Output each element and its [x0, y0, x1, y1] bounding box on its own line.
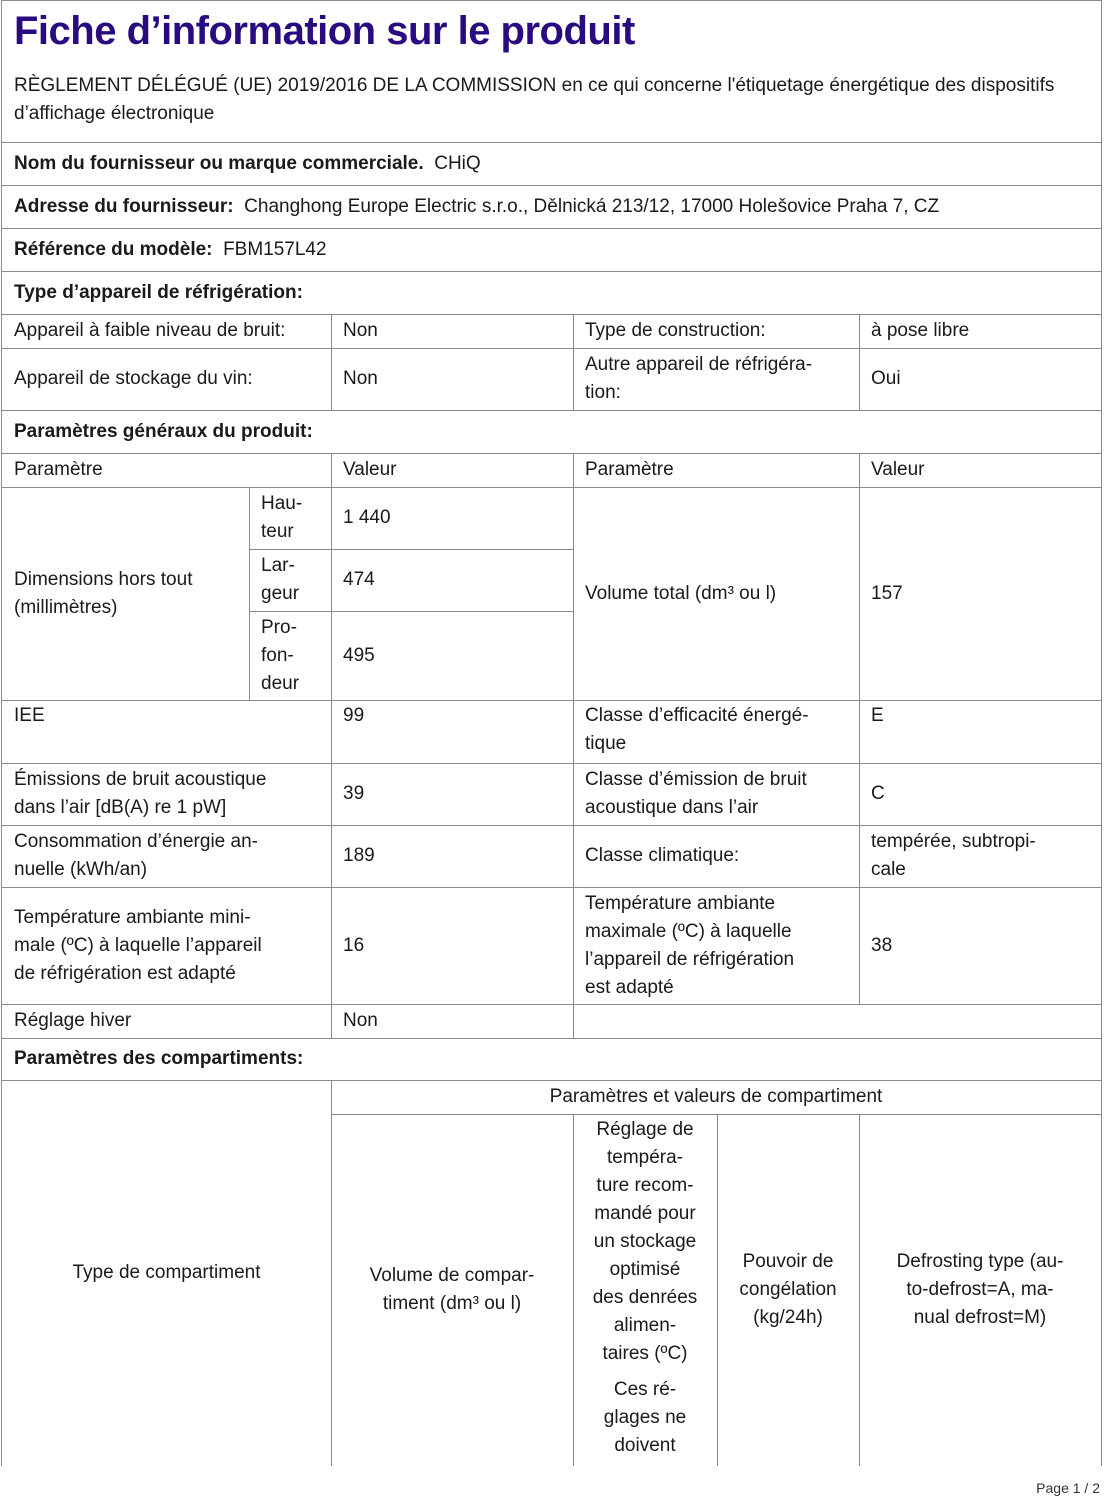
volume-label: Volume total (dm³ ou l) — [573, 487, 860, 701]
supplier-value: CHiQ — [434, 152, 481, 174]
header-block — [2, 0, 1102, 143]
min-temp-label: Température ambiante mini- male (ºC) à l… — [2, 887, 332, 1005]
model-row: Référence du modèle: FBM157L42 — [2, 228, 1102, 272]
energy-class-label: Classe d’efficacité énergé- tique — [573, 700, 860, 764]
other-value: Oui — [859, 348, 1102, 411]
regulation-text: RÈGLEMENT DÉLÉGUÉ (UE) 2019/2016 DE LA C… — [14, 75, 1055, 124]
appliance-type-heading: Type d’appareil de réfrigération: — [2, 271, 1102, 315]
address-value: Changhong Europe Electric s.r.o., Dělnic… — [244, 195, 940, 217]
dimensions-label: Dimensions hors tout (millimètres) — [2, 487, 250, 701]
compartment-volume-label: Volume de compar- timent (dm³ ou l) — [331, 1114, 574, 1466]
climate-value: tempérée, subtropi- cale — [859, 825, 1102, 888]
defrost-type-label: Defrosting type (au- to-defrost=A, ma- n… — [859, 1114, 1102, 1466]
freezing-capacity-label: Pouvoir de congélation (kg/24h) — [717, 1114, 860, 1466]
width-value: 474 — [331, 549, 574, 612]
climate-label: Classe climatique: — [573, 825, 860, 888]
max-temp-value: 38 — [859, 887, 1102, 1005]
volume-value: 157 — [859, 487, 1102, 701]
low-noise-value: Non — [331, 314, 574, 349]
consumption-value: 189 — [331, 825, 574, 888]
max-temp-label: Température ambiante maximale (ºC) à laq… — [573, 887, 860, 1005]
consumption-label: Consommation d’énergie an- nuelle (kWh/a… — [2, 825, 332, 888]
depth-value: 495 — [331, 611, 574, 701]
wine-label: Appareil de stockage du vin: — [2, 348, 332, 411]
eei-value: 99 — [331, 700, 574, 764]
depth-label: Pro- fon- deur — [249, 611, 332, 701]
noise-class-value: C — [859, 763, 1102, 826]
noise-label: Émissions de bruit acoustique dans l’air… — [2, 763, 332, 826]
low-noise-label: Appareil à faible niveau de bruit: — [2, 314, 332, 349]
winter-value: Non — [331, 1004, 574, 1039]
winter-empty — [573, 1004, 1102, 1039]
energy-class-value: E — [859, 700, 1102, 764]
col-param-1: Paramètre — [2, 453, 332, 488]
col-value-2: Valeur — [859, 453, 1102, 488]
compartment-type-label: Type de compartiment — [2, 1080, 332, 1466]
general-heading: Paramètres généraux du produit: — [2, 410, 1102, 454]
width-label: Lar- geur — [249, 549, 332, 612]
model-label: Référence du modèle: — [14, 238, 213, 260]
noise-class-label: Classe d’émission de bruit acoustique da… — [573, 763, 860, 826]
compartment-temp-label: Réglage de tempéra- ture recom- mandé po… — [592, 1119, 698, 1364]
address-row: Adresse du fournisseur: Changhong Europe… — [2, 185, 1102, 229]
construction-value: à pose libre — [859, 314, 1102, 349]
winter-label: Réglage hiver — [2, 1004, 332, 1039]
compartment-temp-note: Ces ré- glages ne doivent — [603, 1379, 687, 1456]
height-value: 1 440 — [331, 487, 574, 550]
construction-label: Type de construction: — [573, 314, 860, 349]
other-label: Autre appareil de réfrigéra- tion: — [573, 348, 860, 411]
col-param-2: Paramètre — [573, 453, 860, 488]
min-temp-value: 16 — [331, 887, 574, 1005]
supplier-label: Nom du fournisseur ou marque commerciale… — [14, 152, 424, 174]
wine-value: Non — [331, 348, 574, 411]
noise-value: 39 — [331, 763, 574, 826]
compartment-temp-cell: Réglage de tempéra- ture recom- mandé po… — [573, 1114, 718, 1466]
supplier-row: Nom du fournisseur ou marque commerciale… — [2, 142, 1102, 186]
page-title: Fiche d’information sur le produit — [14, 9, 635, 53]
compartment-group-label: Paramètres et valeurs de compartiment — [331, 1080, 1102, 1115]
eei-label: IEE — [2, 700, 332, 764]
compartments-heading: Paramètres des compartiments: — [2, 1038, 1102, 1081]
col-value-1: Valeur — [331, 453, 574, 488]
page-number: Page 1 / 2 — [1036, 1480, 1100, 1496]
model-value: FBM157L42 — [223, 238, 327, 260]
height-label: Hau- teur — [249, 487, 332, 550]
address-label: Adresse du fournisseur: — [14, 195, 234, 217]
